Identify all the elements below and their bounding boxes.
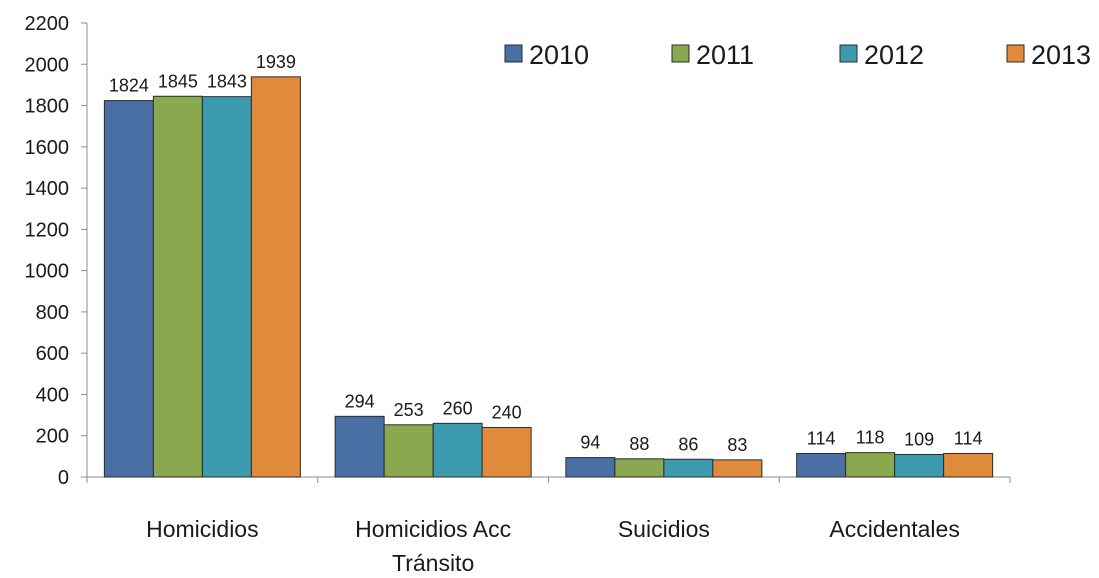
data-label: 253 (394, 400, 424, 420)
data-label: 294 (345, 391, 375, 411)
bar-2010 (796, 452, 847, 478)
bar-2011 (845, 452, 896, 478)
bar-2010 (565, 457, 616, 478)
legend-swatch-2013 (1006, 44, 1025, 63)
bar-2012 (663, 458, 714, 478)
data-label: 86 (678, 434, 698, 454)
x-axis (86, 476, 1011, 483)
y-tick-label: 1000 (25, 261, 70, 283)
data-label: 1939 (256, 52, 296, 72)
data-label: 1845 (158, 71, 198, 91)
bar-2011 (383, 424, 434, 478)
y-tick-label: 1200 (25, 219, 70, 241)
category-label: Homicidios Acc (355, 516, 511, 542)
data-label: 118 (856, 428, 885, 448)
bar-2013 (481, 426, 532, 478)
legend-label: 2011 (696, 40, 754, 70)
data-label: 114 (807, 428, 836, 448)
data-label: 83 (727, 435, 747, 455)
data-label: 240 (492, 402, 522, 422)
bar-2011 (614, 458, 665, 478)
legend-swatch-2011 (671, 44, 690, 63)
category-label: Accidentales (829, 516, 959, 542)
category-label: Homicidios (146, 516, 258, 542)
bars (103, 76, 994, 478)
y-axis: 0 200 400 600 800 1000 1200 1400 1600 1800 2000 220… (25, 13, 88, 489)
data-labels: 1824 1845 1843 1939 294 253 260 240 94 88 86 83 114 1… (109, 52, 983, 455)
category-labels: Homicidios Homicidios Acc Tránsito Suicidio… (146, 516, 960, 576)
bar-2012 (432, 422, 483, 478)
bar-2010 (334, 415, 385, 478)
bar-2010 (103, 100, 154, 478)
y-tick-label: 0 (58, 467, 69, 489)
bar-2013 (943, 452, 994, 478)
y-tick-label: 1600 (25, 137, 70, 159)
bar-2012 (201, 96, 252, 478)
data-label: 1843 (207, 72, 247, 92)
bar-2012 (894, 454, 945, 478)
y-tick-label: 400 (36, 384, 69, 406)
legend-label: 2013 (1031, 40, 1091, 70)
data-label: 109 (904, 430, 934, 450)
legend-label: 2012 (864, 40, 924, 70)
data-label: 88 (629, 434, 649, 454)
bar-2013 (250, 76, 301, 478)
y-tick-label: 1800 (25, 96, 70, 118)
y-tick-label: 2200 (25, 13, 70, 35)
data-label: 1824 (109, 76, 149, 96)
bar-2013 (712, 459, 763, 478)
y-tick-label: 200 (36, 426, 69, 448)
legend-swatch-2012 (839, 44, 858, 63)
y-tick-label: 800 (36, 302, 69, 324)
y-tick-label: 600 (36, 343, 69, 365)
legend-swatch-2010 (504, 44, 523, 63)
y-tick-label: 1400 (25, 178, 70, 200)
category-label: Tránsito (392, 550, 474, 576)
bar-2011 (152, 95, 203, 478)
legend-label: 2010 (529, 40, 589, 70)
category-label: Suicidios (618, 516, 710, 542)
data-label: 114 (954, 428, 983, 448)
y-tick-label: 2000 (25, 54, 70, 76)
data-label: 94 (580, 433, 600, 453)
data-label: 260 (443, 398, 473, 418)
legend: 2010 2011 2012 2013 (504, 40, 1091, 70)
